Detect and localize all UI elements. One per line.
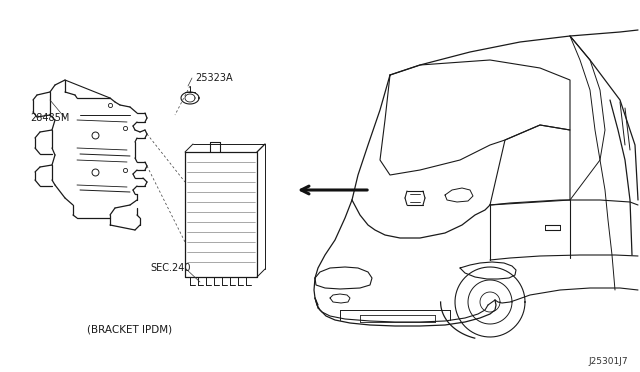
Text: SEC.240: SEC.240 [150, 263, 191, 273]
Text: 25323A: 25323A [195, 73, 232, 83]
Text: 28485M: 28485M [30, 113, 69, 123]
Text: (BRACKET IPDM): (BRACKET IPDM) [88, 325, 173, 335]
Text: J25301J7: J25301J7 [588, 357, 628, 366]
